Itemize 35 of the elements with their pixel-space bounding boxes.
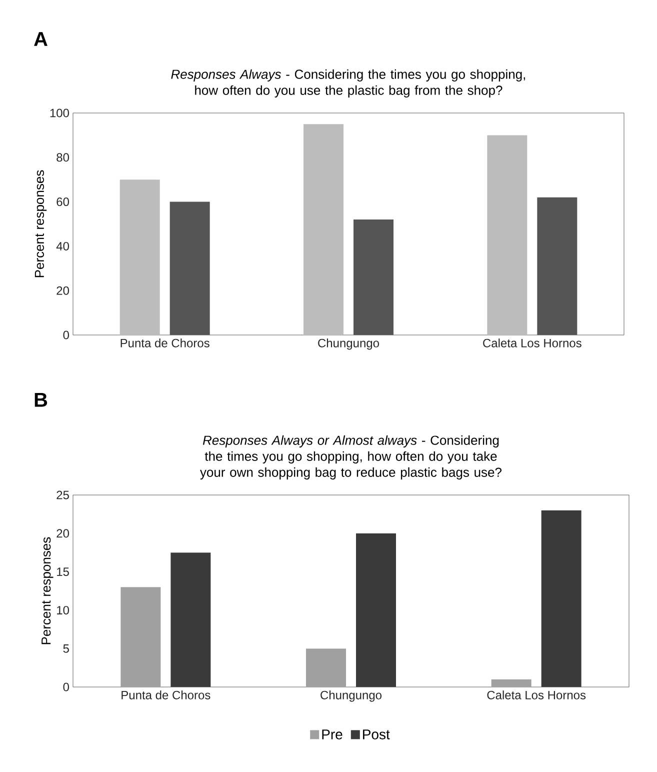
x-tick-label: Chungungo (320, 690, 382, 702)
y-tick-label: 60 (56, 198, 69, 206)
bar (120, 180, 160, 335)
y-tick-label: 20 (56, 286, 69, 295)
y-tick-label: 15 (57, 568, 69, 576)
bar (491, 679, 532, 687)
x-tick-label: Punta de Choros (120, 338, 210, 348)
x-tick-label: Caleta Los Hornos (487, 690, 586, 700)
y-tick-label: 0 (63, 682, 70, 692)
legend-label: Post (363, 730, 390, 740)
text: B (34, 392, 48, 407)
x-tick-label: Caleta Los Hornos (483, 338, 582, 348)
y-tick-label: 20 (56, 529, 69, 538)
chart-title: Responses Always - Considering the times you go shopping, how often do you use the plastic bag from the shop? (171, 69, 526, 98)
x-tick-label: Chungungo (318, 338, 379, 350)
chart-title: Responses Always or Almost always - Considering the times you go shopping, how often do you take your own shopping bag to reduce plastic bags use? (200, 435, 502, 480)
y-tick-label: 10 (57, 606, 69, 614)
y-tick-label: 0 (63, 330, 70, 340)
y-tick-label: 100 (50, 108, 69, 118)
y-tick-label: 5 (63, 644, 69, 653)
bar (354, 220, 394, 335)
legend-label: Pre (322, 730, 342, 740)
bar (537, 197, 578, 335)
text: A (34, 32, 48, 46)
y-axis-title: Percent responses (34, 170, 47, 278)
y-tick-label: 80 (56, 153, 69, 162)
x-tick-label: Punta de Choros (122, 690, 210, 700)
y-tick-label: 25 (56, 490, 69, 500)
y-tick-label: 40 (56, 242, 69, 250)
y-axis-title: Percent responses (42, 537, 54, 644)
bar (487, 135, 528, 335)
bar (306, 648, 346, 687)
bar (120, 587, 161, 687)
bar (304, 124, 344, 335)
bar (170, 202, 210, 335)
